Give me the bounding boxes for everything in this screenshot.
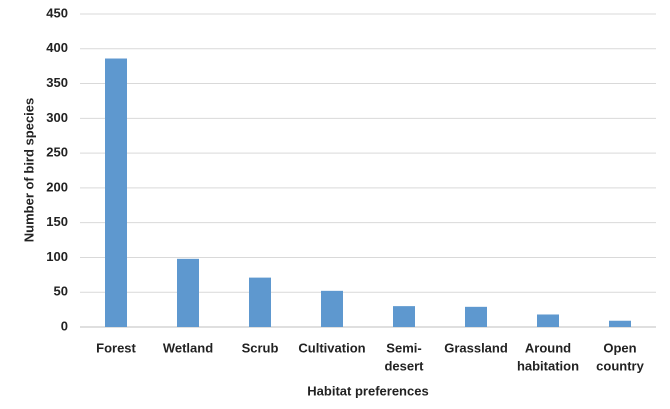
x-tick-label: Scrub [242,340,279,355]
x-tick-label: desert [384,358,424,373]
bar [177,258,199,327]
y-axis-title: Number of bird species [21,98,36,242]
x-tick-label: Grassland [444,340,508,355]
y-tick-label: 300 [46,110,68,125]
x-tick-label: Semi- [386,340,421,355]
y-tick-label: 50 [54,284,68,299]
x-tick-label: Wetland [163,340,213,355]
x-tick-label: Forest [96,340,136,355]
bar [249,277,271,327]
y-tick-label: 100 [46,249,68,264]
x-tick-label: country [596,358,644,373]
x-tick-label: habitation [517,358,579,373]
y-tick-label: 250 [46,145,68,160]
bar [393,306,415,327]
bar [321,290,343,327]
x-axis-title: Habitat preferences [307,383,428,398]
y-tick-label: 450 [46,5,68,20]
bar [105,58,127,327]
y-tick-label: 350 [46,75,68,90]
bar [609,320,631,327]
bar [537,314,559,327]
y-tick-label: 0 [61,318,68,333]
x-tick-label: Around [525,340,571,355]
y-tick-label: 150 [46,214,68,229]
y-tick-label: 200 [46,179,68,194]
x-tick-label: Cultivation [298,340,365,355]
x-tick-label: Open [603,340,636,355]
bar [465,306,487,327]
y-tick-label: 400 [46,40,68,55]
